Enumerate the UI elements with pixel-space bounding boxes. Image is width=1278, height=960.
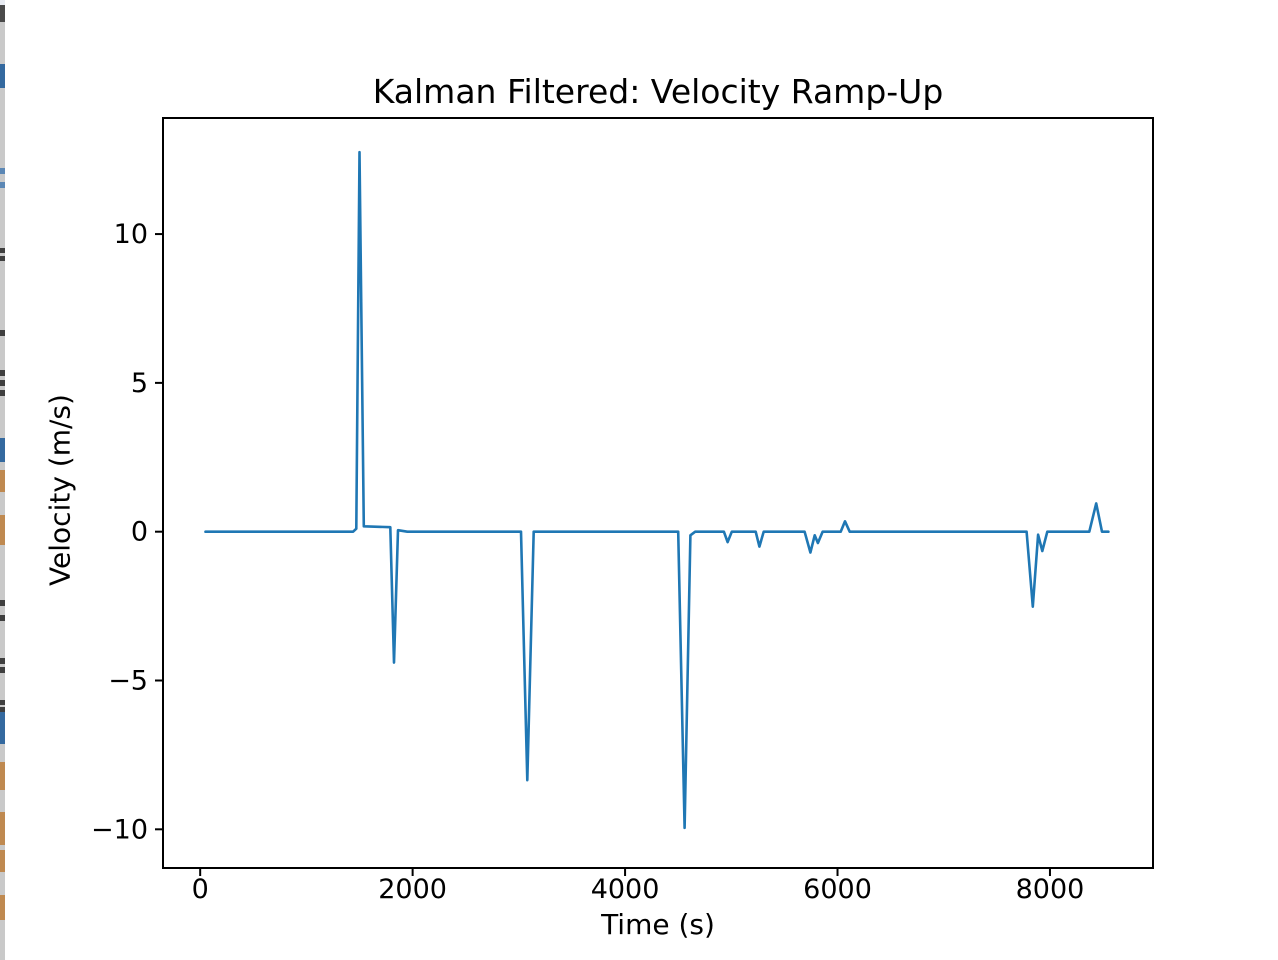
code-editor-sliver-segment: [0, 5, 5, 22]
code-editor-sliver-segment: [0, 248, 5, 253]
code-editor-sliver-segment: [0, 812, 5, 845]
code-editor-sliver-segment: [0, 515, 5, 545]
x-tick-label: 0: [192, 874, 209, 905]
y-tick-label: −10: [91, 814, 148, 845]
x-tick-label: 8000: [1016, 874, 1085, 905]
x-axis-label: Time (s): [601, 908, 715, 941]
code-editor-sliver-segment: [0, 390, 5, 396]
code-editor-sliver-segment: [0, 667, 5, 673]
code-editor-sliver-segment: [0, 895, 5, 920]
code-editor-sliver-segment: [0, 256, 5, 261]
code-editor-sliver-segment: [0, 712, 5, 744]
code-editor-sliver-segment: [0, 850, 5, 872]
chart-title: Kalman Filtered: Velocity Ramp-Up: [372, 72, 944, 111]
y-tick-label: 10: [114, 219, 148, 250]
code-editor-sliver-segment: [0, 330, 5, 336]
code-editor-sliver-segment: [0, 658, 5, 664]
code-editor-sliver-segment: [0, 370, 5, 376]
background-window-edge: [0, 0, 5, 960]
axes-frame: [162, 117, 1154, 869]
code-editor-sliver-segment: [0, 600, 5, 606]
x-tick-label: 6000: [803, 874, 872, 905]
y-tick-label: −5: [108, 666, 148, 697]
code-editor-sliver-segment: [0, 0, 5, 5]
y-tick-label: 5: [131, 368, 148, 399]
code-editor-sliver-segment: [0, 700, 5, 705]
code-editor-sliver-segment: [0, 380, 5, 386]
x-tick-label: 4000: [591, 874, 660, 905]
code-editor-sliver-segment: [0, 707, 5, 712]
code-editor-sliver-segment: [0, 182, 5, 188]
kalman-filtered-velocity-line: [204, 150, 1110, 830]
x-tick-label: 2000: [378, 874, 447, 905]
code-editor-sliver-segment: [0, 64, 5, 88]
code-editor-sliver-segment: [0, 470, 5, 492]
code-editor-sliver-segment: [0, 168, 5, 174]
code-editor-sliver-segment: [0, 615, 5, 621]
code-editor-sliver-segment: [0, 762, 5, 790]
code-editor-sliver-segment: [0, 438, 5, 462]
y-tick-label: 0: [131, 517, 148, 548]
